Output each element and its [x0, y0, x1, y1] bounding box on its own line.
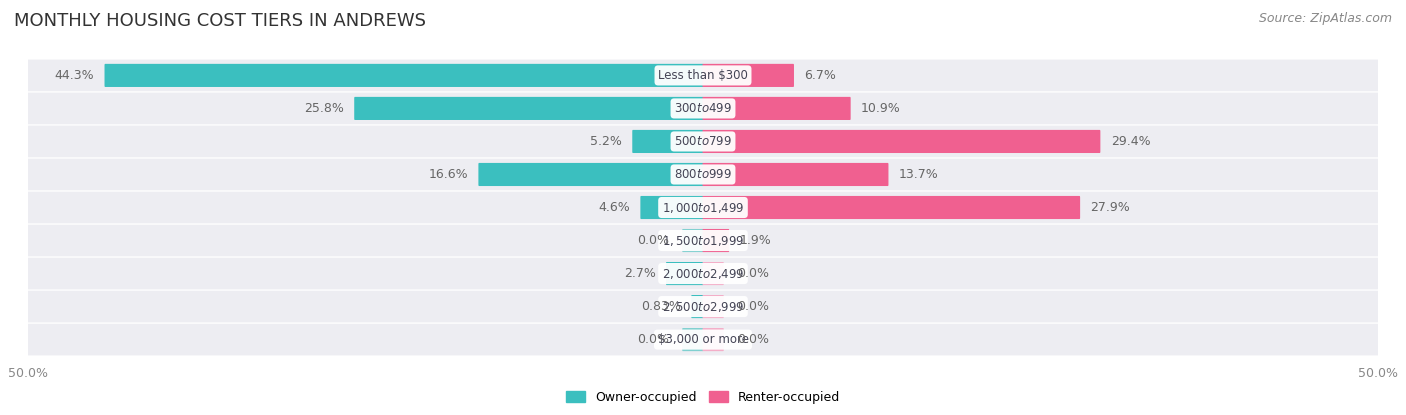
Text: $500 to $799: $500 to $799: [673, 135, 733, 148]
FancyBboxPatch shape: [703, 229, 730, 252]
FancyBboxPatch shape: [28, 225, 1378, 256]
Text: $3,000 or more: $3,000 or more: [658, 333, 748, 346]
Text: 25.8%: 25.8%: [304, 102, 344, 115]
Text: Less than $300: Less than $300: [658, 69, 748, 82]
Text: 0.0%: 0.0%: [637, 234, 669, 247]
FancyBboxPatch shape: [354, 97, 703, 120]
FancyBboxPatch shape: [28, 258, 1378, 289]
FancyBboxPatch shape: [703, 97, 851, 120]
FancyBboxPatch shape: [703, 328, 724, 351]
Text: Source: ZipAtlas.com: Source: ZipAtlas.com: [1258, 12, 1392, 25]
Text: 5.2%: 5.2%: [591, 135, 621, 148]
FancyBboxPatch shape: [703, 295, 724, 318]
FancyBboxPatch shape: [692, 295, 703, 318]
FancyBboxPatch shape: [666, 262, 703, 285]
Text: 4.6%: 4.6%: [599, 201, 630, 214]
Text: 10.9%: 10.9%: [860, 102, 901, 115]
FancyBboxPatch shape: [28, 291, 1378, 322]
Text: 0.0%: 0.0%: [637, 333, 669, 346]
Text: $2,500 to $2,999: $2,500 to $2,999: [662, 300, 744, 314]
FancyBboxPatch shape: [478, 163, 703, 186]
Text: 13.7%: 13.7%: [898, 168, 938, 181]
Text: 27.9%: 27.9%: [1091, 201, 1130, 214]
FancyBboxPatch shape: [28, 126, 1378, 157]
Text: $300 to $499: $300 to $499: [673, 102, 733, 115]
Text: $1,000 to $1,499: $1,000 to $1,499: [662, 200, 744, 215]
FancyBboxPatch shape: [703, 163, 889, 186]
Text: MONTHLY HOUSING COST TIERS IN ANDREWS: MONTHLY HOUSING COST TIERS IN ANDREWS: [14, 12, 426, 30]
FancyBboxPatch shape: [28, 60, 1378, 91]
Text: 0.0%: 0.0%: [737, 333, 769, 346]
FancyBboxPatch shape: [28, 159, 1378, 190]
Text: 44.3%: 44.3%: [55, 69, 94, 82]
Text: 0.0%: 0.0%: [737, 267, 769, 280]
FancyBboxPatch shape: [703, 196, 1080, 219]
FancyBboxPatch shape: [640, 196, 703, 219]
Text: 29.4%: 29.4%: [1111, 135, 1150, 148]
Text: $800 to $999: $800 to $999: [673, 168, 733, 181]
Text: 0.83%: 0.83%: [641, 300, 681, 313]
FancyBboxPatch shape: [703, 262, 724, 285]
Text: 16.6%: 16.6%: [429, 168, 468, 181]
Text: 0.0%: 0.0%: [737, 300, 769, 313]
Text: $1,500 to $1,999: $1,500 to $1,999: [662, 234, 744, 247]
Text: 2.7%: 2.7%: [624, 267, 655, 280]
FancyBboxPatch shape: [703, 130, 1101, 153]
FancyBboxPatch shape: [633, 130, 703, 153]
Text: $2,000 to $2,499: $2,000 to $2,499: [662, 266, 744, 281]
FancyBboxPatch shape: [682, 328, 703, 351]
FancyBboxPatch shape: [28, 192, 1378, 223]
FancyBboxPatch shape: [28, 93, 1378, 124]
Legend: Owner-occupied, Renter-occupied: Owner-occupied, Renter-occupied: [567, 391, 839, 404]
FancyBboxPatch shape: [703, 64, 794, 87]
Text: 6.7%: 6.7%: [804, 69, 837, 82]
FancyBboxPatch shape: [104, 64, 703, 87]
FancyBboxPatch shape: [28, 324, 1378, 355]
FancyBboxPatch shape: [682, 229, 703, 252]
Text: 1.9%: 1.9%: [740, 234, 772, 247]
